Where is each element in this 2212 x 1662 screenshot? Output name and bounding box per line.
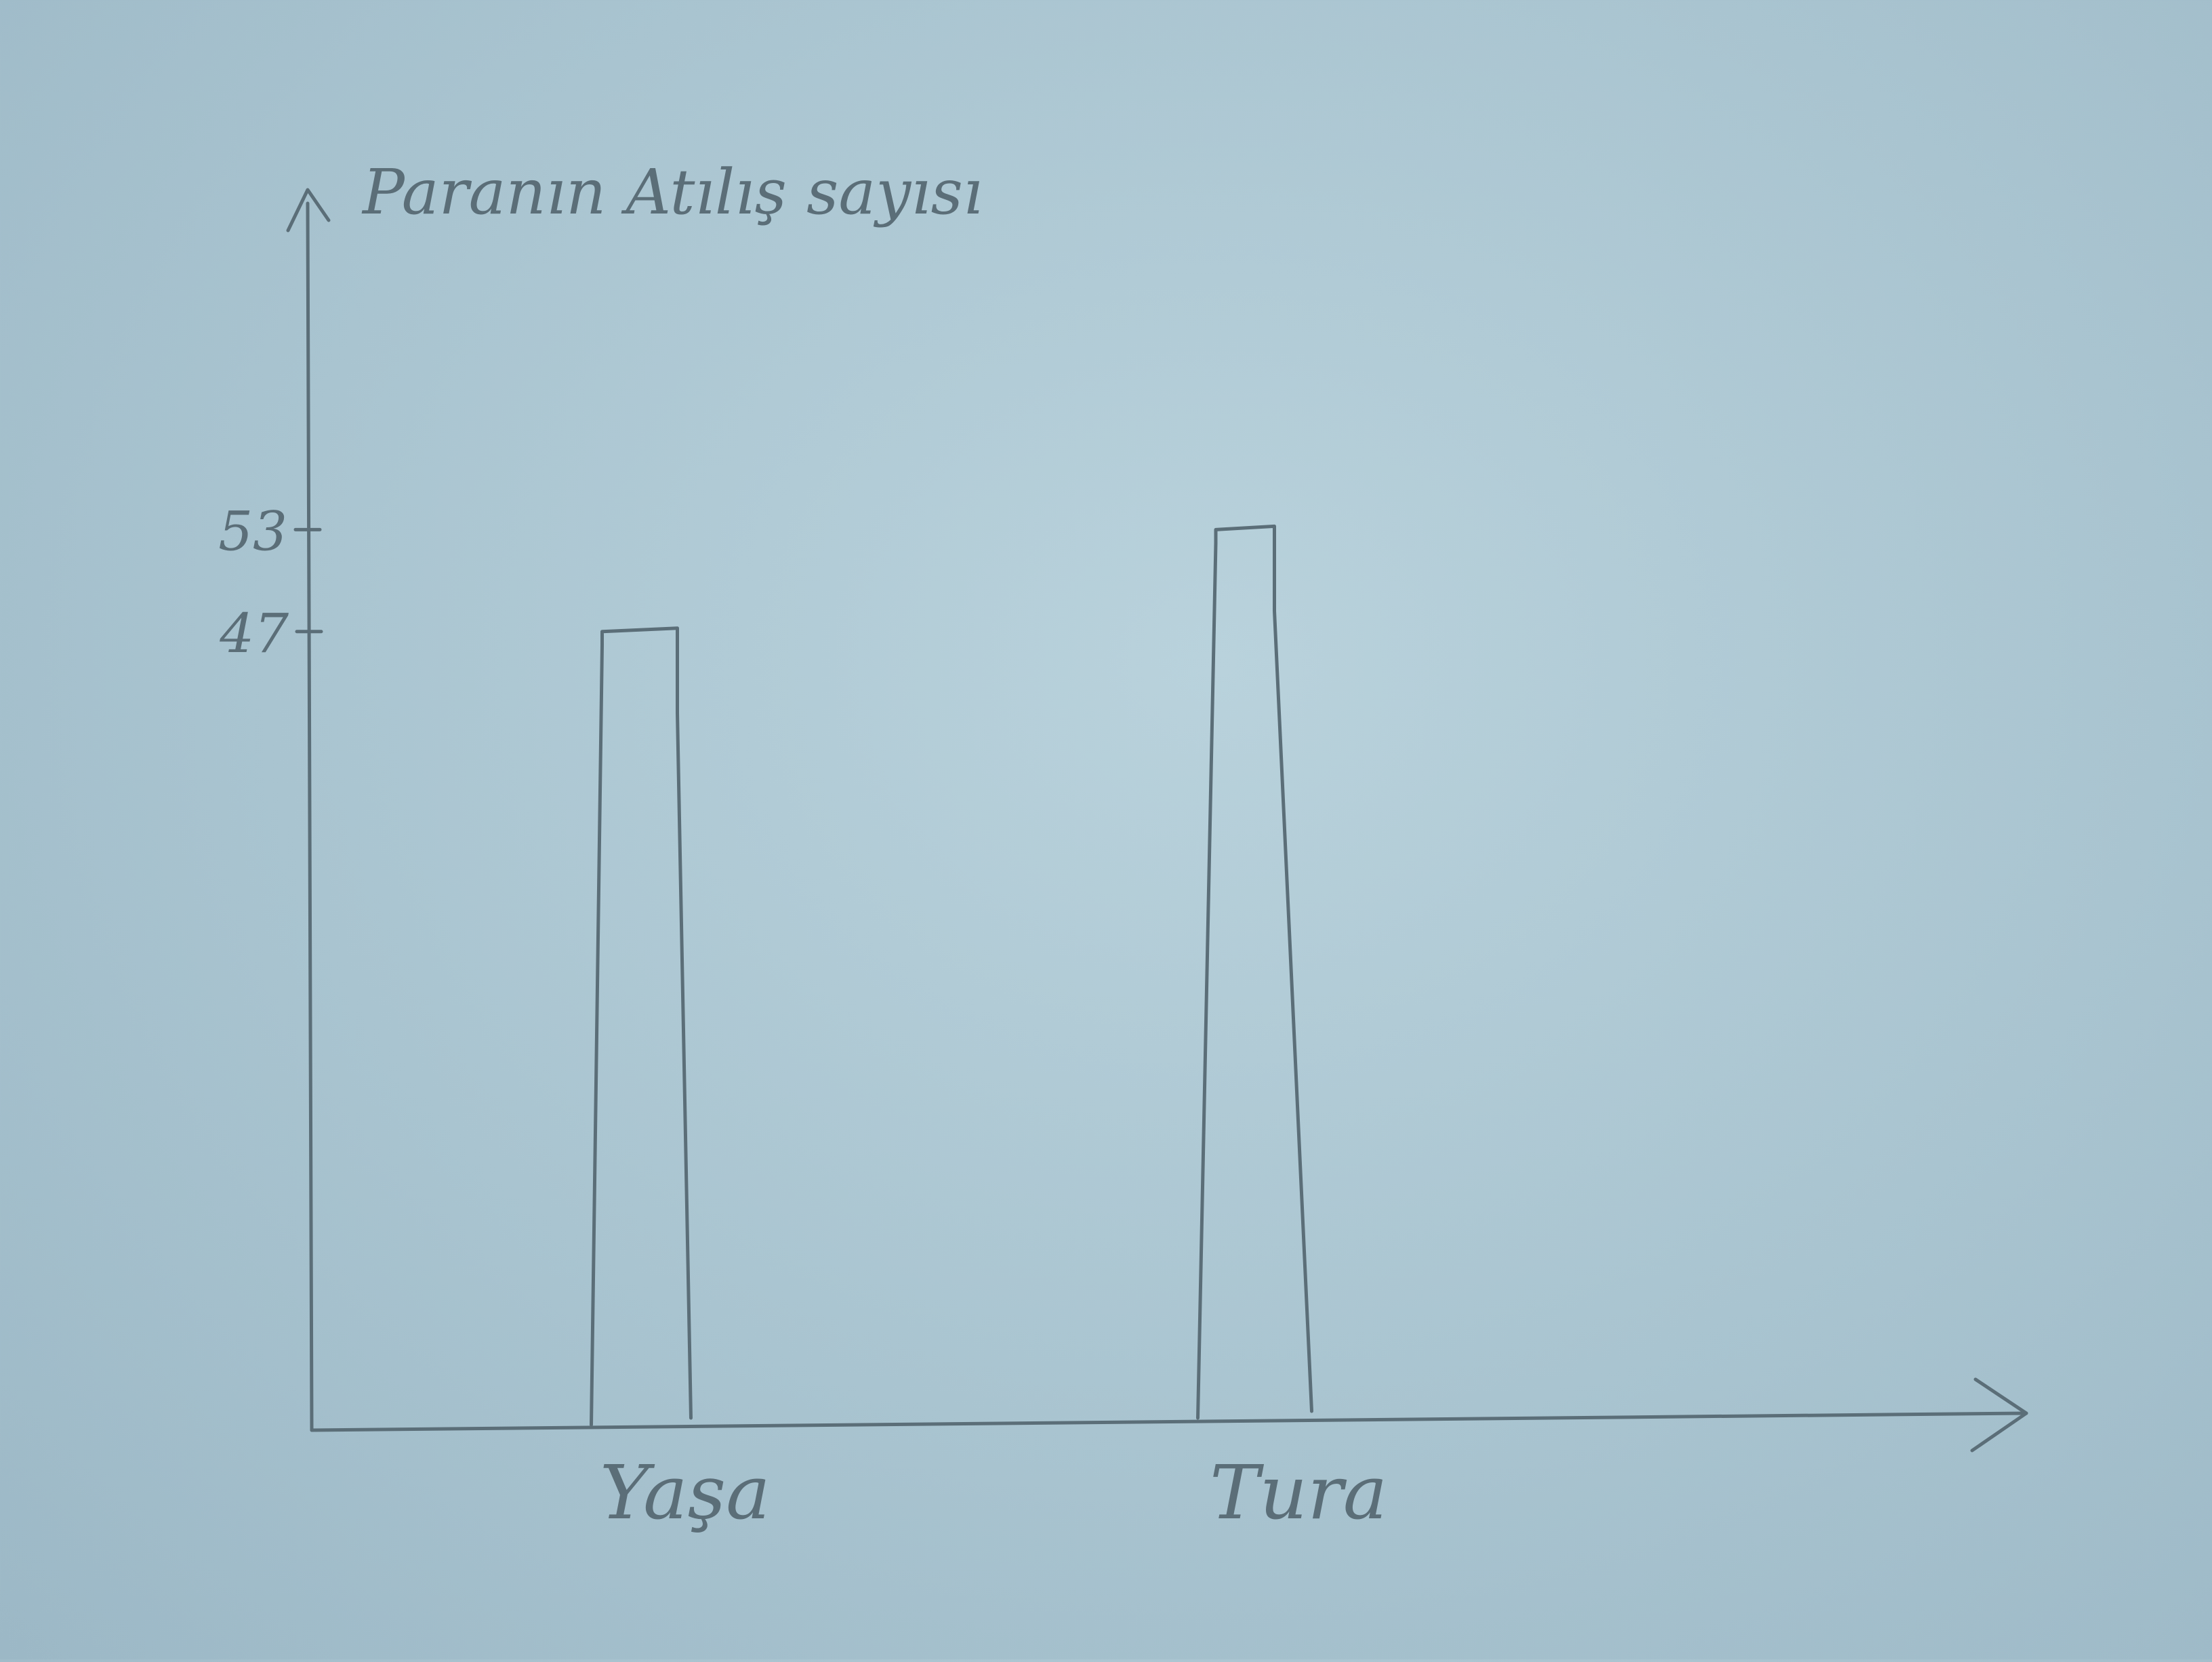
y-axis-line	[306, 201, 314, 1432]
y-tick-label: 53	[218, 500, 287, 563]
x-tick-label: Yaşa	[600, 1449, 771, 1536]
bar	[590, 626, 693, 1427]
y-tick-label: 47	[219, 602, 289, 665]
y-axis-arrow	[286, 188, 331, 232]
x-tick-label: Tura	[1210, 1449, 1387, 1536]
bar	[1196, 524, 1313, 1420]
x-axis-line	[310, 1411, 2028, 1432]
y-axis-label: Paranın Atılış sayısı	[361, 156, 983, 228]
x-axis-arrow	[1970, 1377, 2028, 1453]
